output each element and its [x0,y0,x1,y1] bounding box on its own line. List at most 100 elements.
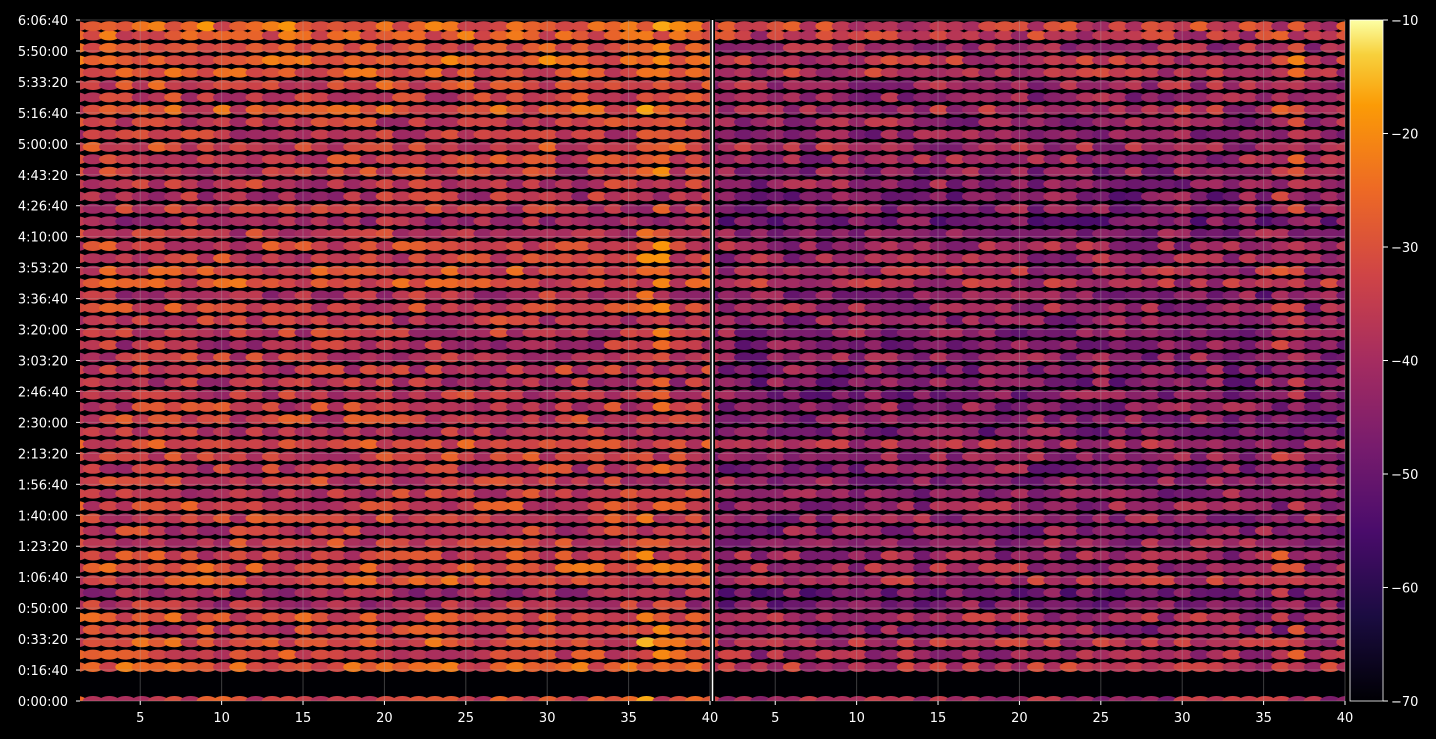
heatmap-cell [1320,80,1341,90]
heatmap-cell [619,451,641,462]
heatmap-cell [1336,104,1345,115]
heatmap-cell [278,80,299,90]
heatmap-cell [831,389,853,400]
heatmap-cell [1059,451,1081,462]
heatmap-cell [1206,352,1227,363]
heatmap-cell [294,414,316,425]
heatmap-cell [294,67,316,78]
heatmap-cell [326,141,348,152]
heatmap-cell [1206,129,1227,140]
heatmap-cell [685,562,706,573]
heatmap-cell [782,55,804,66]
heatmap-cell [229,612,250,623]
heatmap-cell [343,389,364,400]
heatmap-cell [261,612,283,623]
heatmap-cell [164,463,185,474]
heatmap-cell [310,67,332,78]
heatmap-cell [1206,624,1227,635]
heatmap-cell [1271,21,1292,32]
heatmap-cell [1027,92,1048,103]
heatmap-cell [1222,302,1243,313]
heatmap-cell [668,463,690,474]
heatmap-cell [831,315,853,326]
heatmap-cell [782,340,804,350]
heatmap-cell [278,92,299,103]
heatmap-cell [619,129,641,140]
heatmap-cell [1141,637,1162,648]
heatmap-cell [538,80,560,90]
heatmap-cell [913,550,934,561]
heatmap-cell [1303,141,1325,152]
heatmap-cell [1108,414,1129,425]
heatmap-cell [1173,401,1195,412]
heatmap-cell [1287,290,1309,301]
heatmap-cell [961,637,983,648]
heatmap-cell [147,600,169,610]
heatmap-cell [245,117,267,128]
heatmap-cell [359,216,381,227]
heatmap-cell [848,426,869,437]
heatmap-cell [1336,649,1345,660]
heatmap-cell [229,637,250,648]
heatmap-cell [522,302,543,313]
heatmap-cell [164,364,185,375]
heatmap-cell [1010,352,1032,363]
heatmap-cell [131,600,153,610]
heatmap-cell [1254,216,1276,227]
heatmap-cell [668,154,690,165]
heatmap-cell [1320,179,1341,190]
heatmap-cell [766,55,788,66]
heatmap-cell [1222,696,1243,701]
heatmap-cell [864,327,885,338]
heatmap-cell [359,253,381,264]
heatmap-cell [864,216,885,227]
heatmap-cell [880,401,902,412]
heatmap-cell [571,662,592,672]
heatmap-cell [734,42,755,53]
heatmap-cell [994,377,1016,388]
heatmap-cell [831,451,853,462]
heatmap-cell [701,327,710,338]
heatmap-cell [131,637,153,648]
heatmap-cell [180,550,201,561]
heatmap-cell [1238,21,1260,32]
heatmap-cell [343,550,364,561]
heatmap-cell [261,315,283,326]
heatmap-cell [375,587,397,598]
heatmap-cell [978,67,999,78]
heatmap-cell [587,265,608,276]
heatmap-cell [929,525,950,536]
heatmap-cell [489,290,511,301]
heatmap-cell [750,439,771,450]
heatmap-cell [538,476,560,487]
heatmap-cell [506,129,527,140]
heatmap-cell [1271,662,1292,672]
heatmap-cell [392,463,413,474]
heatmap-cell [554,501,576,511]
heatmap-cell [587,302,608,313]
heatmap-cell [1336,637,1345,648]
heatmap-cell [1287,228,1309,239]
heatmap-cell [831,302,853,313]
heatmap-cell [424,476,446,487]
heatmap-cell [1043,191,1064,202]
heatmap-cell [571,315,592,326]
heatmap-cell [82,696,104,701]
heatmap-cell [603,203,625,214]
heatmap-cell [375,562,397,573]
heatmap-cell [1124,637,1146,648]
heatmap-cell [506,154,527,165]
heatmap-cell [245,67,267,78]
heatmap-cell [115,67,136,78]
heatmap-cell [1222,637,1243,648]
heatmap-cell [457,426,478,437]
heatmap-cell [147,463,169,474]
heatmap-cell [652,476,674,487]
heatmap-cell [848,191,869,202]
heatmap-cell [896,42,918,53]
heatmap-cell [1320,315,1341,326]
heatmap-cell [1075,141,1097,152]
heatmap-cell [343,401,364,412]
heatmap-cell [961,550,983,561]
heatmap-cell [196,525,218,536]
